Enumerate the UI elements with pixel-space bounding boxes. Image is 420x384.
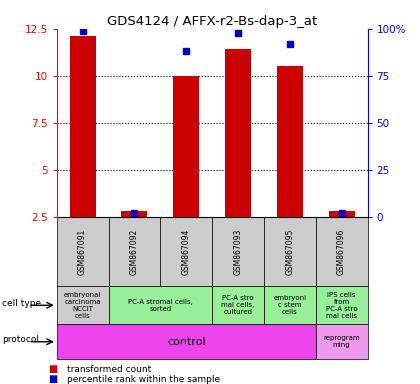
Bar <box>108 217 160 286</box>
Text: cell type: cell type <box>2 299 41 308</box>
Bar <box>173 76 199 217</box>
Text: ■: ■ <box>48 364 58 374</box>
Title: GDS4124 / AFFX-r2-Bs-dap-3_at: GDS4124 / AFFX-r2-Bs-dap-3_at <box>107 15 317 28</box>
Bar <box>70 36 96 217</box>
Bar <box>329 211 354 217</box>
Bar <box>57 217 108 286</box>
Text: GSM867091: GSM867091 <box>78 228 87 275</box>
Bar <box>212 286 264 324</box>
Text: GSM867092: GSM867092 <box>130 228 139 275</box>
Text: iPS cells
from
PC-A stro
mal cells: iPS cells from PC-A stro mal cells <box>326 292 357 319</box>
Bar <box>264 217 316 286</box>
Bar <box>316 324 368 359</box>
Bar <box>316 217 368 286</box>
Bar <box>264 286 316 324</box>
Text: embryoni
c stem
cells: embryoni c stem cells <box>273 295 306 315</box>
Text: PC-A stromal cells,
sorted: PC-A stromal cells, sorted <box>128 299 193 312</box>
Bar <box>212 217 264 286</box>
Bar <box>316 286 368 324</box>
Bar <box>57 324 316 359</box>
Text: control: control <box>167 337 205 347</box>
Bar <box>225 50 251 217</box>
Text: percentile rank within the sample: percentile rank within the sample <box>67 375 220 384</box>
Text: GSM867093: GSM867093 <box>234 228 242 275</box>
Bar <box>121 211 147 217</box>
Text: protocol: protocol <box>2 335 39 344</box>
Text: ■: ■ <box>48 374 58 384</box>
Text: PC-A stro
mal cells,
cultured: PC-A stro mal cells, cultured <box>221 295 255 315</box>
Text: embryonal
carcinoma
NCCIT
cells: embryonal carcinoma NCCIT cells <box>64 292 101 319</box>
Bar <box>277 66 303 217</box>
Bar <box>108 286 212 324</box>
Text: GSM867094: GSM867094 <box>182 228 191 275</box>
Text: reprogram
ming: reprogram ming <box>323 335 360 348</box>
Text: GSM867095: GSM867095 <box>285 228 294 275</box>
Bar <box>57 286 108 324</box>
Text: GSM867096: GSM867096 <box>337 228 346 275</box>
Text: transformed count: transformed count <box>67 365 152 374</box>
Bar <box>160 217 212 286</box>
